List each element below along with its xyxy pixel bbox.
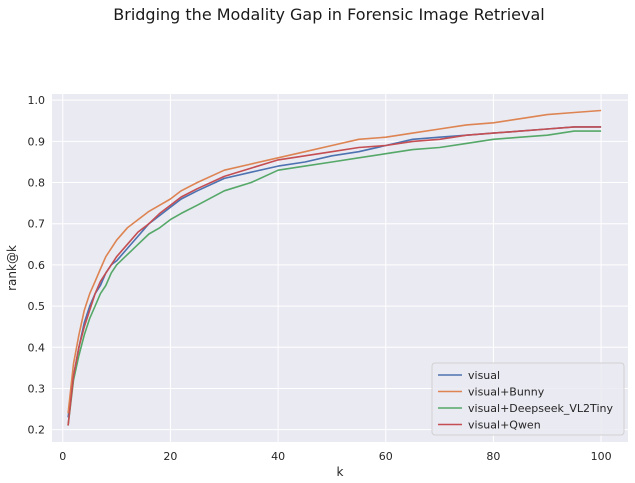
- chart-title: Bridging the Modality Gap in Forensic Im…: [113, 5, 544, 24]
- x-axis-label: k: [337, 465, 344, 479]
- legend-entry-label: visual+Qwen: [468, 419, 541, 432]
- y-tick-label: 1.0: [28, 94, 46, 107]
- x-axis-ticks: 0 20 40 60 80 100: [59, 450, 611, 463]
- y-tick-label: 0.3: [28, 382, 46, 395]
- y-tick-label: 0.9: [28, 135, 46, 148]
- x-tick-label: 60: [379, 450, 393, 463]
- y-tick-label: 0.2: [28, 424, 46, 437]
- legend-box: [431, 362, 625, 436]
- x-tick-label: 0: [59, 450, 66, 463]
- x-tick-label: 40: [271, 450, 285, 463]
- grid-lines: [52, 94, 628, 442]
- legend: visual visual+Bunny visual+Deepseek_VL2Tin…: [431, 362, 625, 436]
- y-tick-label: 0.8: [28, 177, 46, 190]
- x-tick-label: 80: [486, 450, 500, 463]
- series-line-1: [67, 109, 602, 414]
- y-tick-label: 0.6: [28, 259, 46, 272]
- y-tick-label: 0.4: [28, 341, 46, 354]
- series-line-2: [67, 130, 602, 426]
- legend-entry-label: visual: [468, 369, 500, 382]
- legend-entry-label: visual+Deepseek_VL2Tiny: [468, 402, 613, 415]
- x-tick-label: 100: [591, 450, 612, 463]
- legend-entry-label: visual+Bunny: [468, 386, 545, 399]
- series-line-3: [67, 126, 602, 426]
- series-lines: [67, 109, 602, 426]
- x-tick-label: 20: [163, 450, 177, 463]
- y-axis-ticks: 0.2 0.3 0.4 0.5 0.6 0.7 0.8 0.9 1.0: [28, 94, 46, 436]
- y-axis-label: rank@k: [5, 245, 19, 291]
- y-tick-label: 0.5: [28, 300, 46, 313]
- y-tick-label: 0.7: [28, 218, 46, 231]
